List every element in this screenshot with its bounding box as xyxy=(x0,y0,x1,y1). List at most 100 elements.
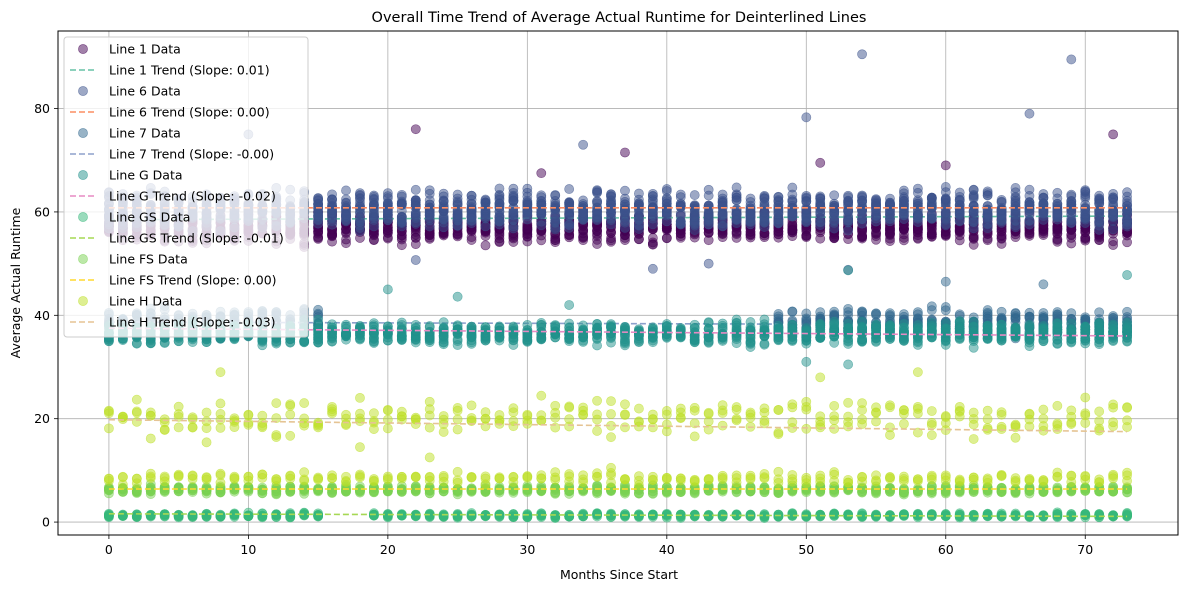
data-point xyxy=(1094,198,1105,209)
data-point xyxy=(550,235,561,246)
data-point xyxy=(801,231,812,241)
data-point xyxy=(1024,230,1035,241)
data-point xyxy=(1052,318,1063,329)
data-point xyxy=(745,322,756,333)
data-point xyxy=(1010,198,1021,209)
data-point xyxy=(550,200,561,211)
data-point xyxy=(410,511,421,522)
data-point xyxy=(299,510,310,521)
data-point xyxy=(745,338,756,349)
data-point xyxy=(661,322,672,332)
data-point xyxy=(438,511,449,522)
data-point xyxy=(410,184,421,195)
data-point xyxy=(564,184,575,194)
data-point xyxy=(1080,235,1091,246)
data-point xyxy=(592,509,602,519)
data-point xyxy=(480,327,491,338)
data-point xyxy=(745,209,756,220)
data-point xyxy=(620,337,630,348)
data-point xyxy=(731,318,742,329)
data-point xyxy=(801,217,812,228)
data-point xyxy=(606,233,616,244)
data-point xyxy=(564,511,575,522)
data-point xyxy=(634,188,644,199)
data-point xyxy=(536,168,547,179)
data-point xyxy=(466,510,477,521)
data-point xyxy=(1080,335,1091,345)
data-point xyxy=(145,509,156,520)
data-point xyxy=(452,210,463,220)
data-point xyxy=(620,193,630,204)
data-point xyxy=(369,510,379,521)
data-point xyxy=(1108,189,1119,199)
data-point xyxy=(452,336,463,346)
data-point xyxy=(996,319,1007,330)
data-point xyxy=(369,318,379,329)
data-point xyxy=(801,196,812,207)
data-point xyxy=(815,191,826,202)
data-point xyxy=(313,193,324,203)
data-point xyxy=(327,319,337,330)
data-point xyxy=(382,510,393,521)
data-point xyxy=(899,232,909,243)
data-point xyxy=(1122,306,1132,317)
data-point xyxy=(843,234,854,245)
data-point xyxy=(703,209,714,220)
data-point xyxy=(620,509,630,520)
data-point xyxy=(759,222,770,232)
data-point xyxy=(926,213,937,224)
data-point xyxy=(382,329,393,340)
data-point xyxy=(801,330,812,341)
data-point xyxy=(536,192,547,203)
data-point xyxy=(1024,184,1035,195)
data-point xyxy=(940,276,951,287)
data-point xyxy=(522,183,533,194)
data-point xyxy=(871,202,881,212)
data-point xyxy=(438,191,449,202)
data-point xyxy=(396,218,407,229)
data-point xyxy=(396,189,407,200)
data-point xyxy=(452,291,463,302)
data-point xyxy=(536,334,547,345)
data-point xyxy=(369,208,379,218)
data-point xyxy=(815,322,826,333)
data-point xyxy=(815,157,826,168)
data-point xyxy=(940,336,951,347)
data-point xyxy=(759,330,770,341)
data-point xyxy=(899,198,909,209)
data-point xyxy=(369,190,379,201)
data-point xyxy=(480,240,491,251)
data-point xyxy=(564,211,575,222)
data-point xyxy=(1052,339,1063,349)
data-point xyxy=(759,207,770,218)
data-point xyxy=(885,323,895,334)
data-point xyxy=(410,255,421,265)
data-point xyxy=(424,209,435,220)
data-point xyxy=(564,219,575,230)
data-point xyxy=(787,207,798,218)
data-point xyxy=(1122,198,1132,209)
data-point xyxy=(773,511,784,522)
data-point xyxy=(508,327,519,338)
data-point xyxy=(912,195,923,206)
data-point xyxy=(578,511,589,522)
data-point xyxy=(647,239,658,250)
data-point xyxy=(592,239,602,249)
data-point xyxy=(717,509,728,520)
data-point xyxy=(1052,224,1063,235)
data-point xyxy=(857,230,867,241)
data-point xyxy=(341,185,351,196)
data-point xyxy=(1052,309,1063,320)
data-point xyxy=(871,308,881,319)
data-point xyxy=(661,196,672,206)
data-point xyxy=(703,258,714,269)
data-point xyxy=(550,332,561,343)
data-point xyxy=(564,300,575,310)
data-point xyxy=(620,147,630,158)
data-point xyxy=(829,319,840,329)
data-point xyxy=(885,334,895,344)
data-point xyxy=(1108,240,1119,250)
data-point xyxy=(843,359,854,370)
data-point xyxy=(1066,318,1077,329)
data-point xyxy=(382,188,393,199)
